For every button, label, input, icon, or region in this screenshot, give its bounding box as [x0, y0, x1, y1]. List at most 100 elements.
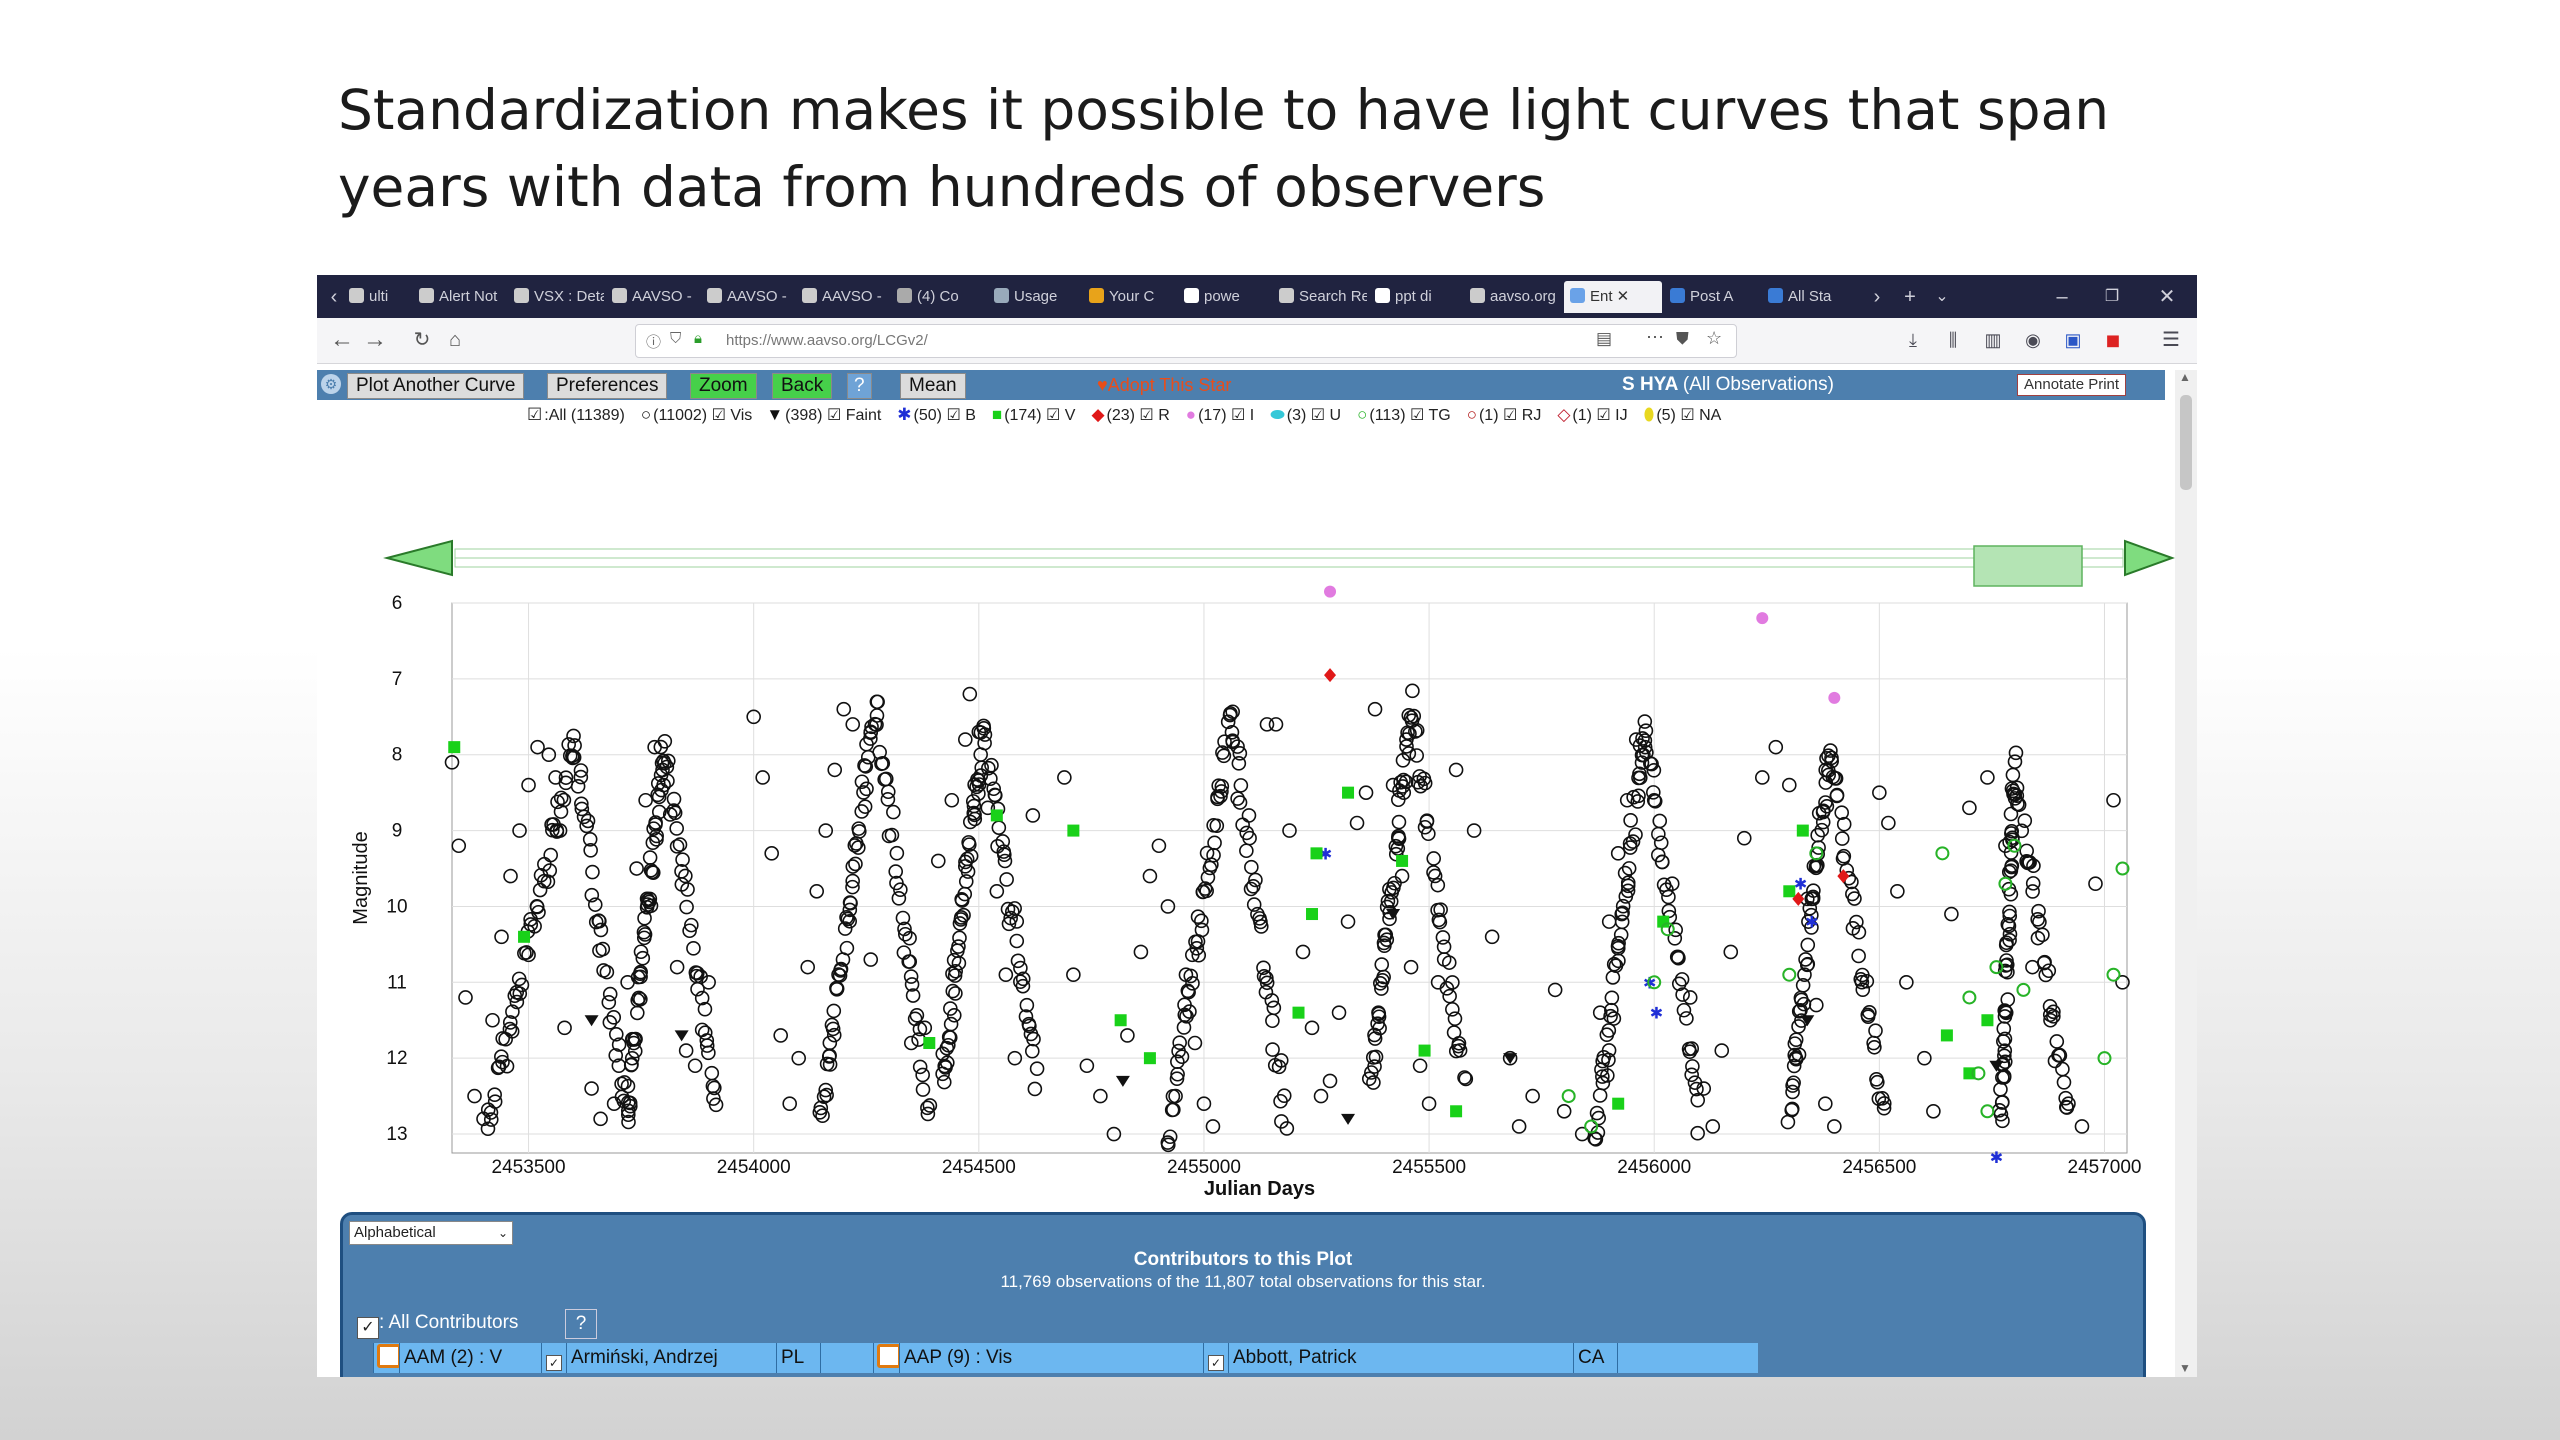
tab-7[interactable]: Usage	[988, 281, 1081, 313]
legend-item[interactable]: ○ (11002) ☑ Vis	[641, 405, 754, 424]
scrollbar-thumb[interactable]	[2180, 395, 2192, 490]
reload-icon[interactable]: ↻	[413, 329, 431, 351]
mean-button[interactable]: Mean	[900, 373, 966, 399]
new-tab-icon[interactable]: +	[1904, 286, 1916, 308]
legend-item[interactable]: ◆ (23) ☑ R	[1091, 405, 1171, 424]
tab-14[interactable]: Post A	[1664, 281, 1760, 313]
vis-point	[1610, 846, 1626, 861]
vis-point	[1588, 1131, 1604, 1147]
contributor-checkbox-icon[interactable]	[877, 1344, 901, 1368]
all-contributors-toggle[interactable]: ✓: All Contributors	[357, 1309, 518, 1339]
vis-point	[642, 891, 658, 907]
tab-2[interactable]: VSX : Deta	[508, 281, 604, 313]
tab-13[interactable]: Ent ✕	[1564, 281, 1662, 313]
vis-point	[1603, 1008, 1618, 1024]
bookmark-star-icon[interactable]: ☆	[1706, 328, 1723, 348]
adopt-star-link[interactable]: ♥Adopt This Star	[1097, 373, 1231, 397]
vertical-scrollbar[interactable]: ▲ ▼	[2175, 370, 2197, 1377]
home-icon[interactable]: ⌂	[448, 329, 462, 351]
legend-item[interactable]: ◇ (1) ☑ IJ	[1557, 405, 1629, 424]
check-icon[interactable]: ✓	[1208, 1355, 1224, 1371]
tab-scroll-left-icon[interactable]: ‹	[330, 286, 338, 308]
download-icon[interactable]: ⤓	[1909, 330, 1917, 350]
tab-6[interactable]: (4) Co	[891, 281, 986, 313]
page-actions-icon[interactable]: ⋯	[1646, 327, 1664, 347]
tab-scroll-right-icon[interactable]: ›	[1873, 286, 1881, 308]
legend-item[interactable]: ☑:All (11389)	[527, 405, 627, 424]
legend-item[interactable]: ■ (174) ☑ V	[992, 405, 1078, 424]
extension-z-icon[interactable]: ◼	[2105, 330, 2121, 350]
tab-label: AAVSO -	[727, 288, 787, 305]
restore-icon[interactable]: ❐	[2104, 288, 2120, 305]
vis-point	[620, 1078, 636, 1094]
settings-gear-icon[interactable]: ⚙	[321, 374, 341, 394]
tab-3[interactable]: AAVSO -	[606, 281, 699, 313]
forward-icon[interactable]: →	[363, 326, 387, 353]
account-icon[interactable]: ◉	[2025, 330, 2041, 350]
all-contributors-checkbox[interactable]: ✓	[357, 1317, 379, 1339]
close-window-icon[interactable]: ✕	[2158, 286, 2176, 308]
shield-icon[interactable]: ⛉	[670, 330, 682, 347]
minimize-icon[interactable]: –	[2056, 286, 2068, 308]
back-button[interactable]: Back	[772, 373, 833, 399]
contributor-toggle[interactable]	[873, 1343, 901, 1373]
legend-item[interactable]: ▼ (398) ☑ Faint	[766, 405, 883, 424]
library-icon[interactable]: ⫼	[1948, 330, 1958, 350]
url-text[interactable]: https://www.aavso.org/LCGv2/	[726, 332, 928, 349]
legend-item[interactable]: ○ (1) ☑ RJ	[1467, 405, 1544, 424]
legend-item[interactable]: ✱ (50) ☑ B	[897, 405, 978, 424]
scroll-down-icon[interactable]: ▼	[2179, 1361, 2191, 1375]
tab-5[interactable]: AAVSO -	[796, 281, 889, 313]
annotate-print-button[interactable]: Annotate Print	[2017, 374, 2127, 396]
sidebar-icon[interactable]: ▥	[1984, 330, 2002, 350]
tab-label: Post A	[1690, 288, 1734, 305]
contributors-help-button[interactable]: ?	[565, 1309, 597, 1339]
info-icon[interactable]: ⓘ	[646, 334, 662, 351]
zoom-window-handle[interactable]	[1973, 545, 2083, 587]
tab-0[interactable]: ulti	[343, 281, 411, 313]
legend-item[interactable]: ⬬ (3) ☑ U	[1270, 405, 1343, 424]
vis-point	[1799, 957, 1815, 973]
help-button[interactable]: ?	[847, 373, 872, 399]
tab-1[interactable]: Alert Not	[413, 281, 506, 313]
vis-point	[1999, 935, 2014, 951]
vis-point	[1441, 955, 1457, 970]
zoom-left-arrow-icon[interactable]	[383, 539, 453, 577]
contributor-checkbox-icon[interactable]	[377, 1344, 401, 1368]
tab-11[interactable]: ppt di	[1369, 281, 1462, 313]
legend-item[interactable]: ○ (113) ☑ TG	[1357, 405, 1453, 424]
vis-point	[962, 686, 978, 702]
tab-10[interactable]: Search Re	[1273, 281, 1367, 313]
extension-n-icon[interactable]: ▣	[2064, 330, 2082, 350]
plot-area[interactable]: 2453500 2454000 2454500 2455000 2455500 24560…	[350, 585, 2141, 1200]
legend-item[interactable]: ● (17) ☑ I	[1186, 405, 1256, 424]
close-tab-icon[interactable]: ✕	[1612, 288, 1630, 305]
contributor-select[interactable]: ✓	[541, 1343, 566, 1373]
sort-select[interactable]: Alphabetical ⌄	[349, 1221, 513, 1245]
vis-point	[2030, 912, 2046, 927]
preferences-button[interactable]: Preferences	[547, 373, 668, 399]
pocket-icon[interactable]: ⛊	[1676, 329, 1689, 348]
tab-label: ulti	[369, 288, 389, 305]
tab-9[interactable]: powe	[1178, 281, 1271, 313]
light-curve-plot[interactable]: 2453500 2454000 2454500 2455000 2455500 24560…	[317, 423, 2175, 1213]
scroll-up-icon[interactable]: ▲	[2179, 370, 2191, 384]
tab-list-chevron-icon[interactable]: ⌄	[1935, 288, 1949, 305]
reader-view-icon[interactable]: ▤	[1596, 329, 1613, 348]
vis-point	[875, 756, 891, 771]
contributor-toggle[interactable]	[373, 1343, 401, 1373]
tab-15[interactable]: All Sta	[1762, 281, 1858, 313]
zoom-right-arrow-icon[interactable]	[2124, 539, 2175, 577]
legend-item[interactable]: ⬮ (5) ☑ NA	[1644, 405, 1724, 424]
contributor-select[interactable]: ✓	[1203, 1343, 1228, 1373]
check-icon[interactable]: ✓	[546, 1355, 562, 1371]
tab-12[interactable]: aavso.org	[1464, 281, 1562, 313]
plot-another-curve-button[interactable]: Plot Another Curve	[347, 373, 525, 399]
menu-icon[interactable]: ☰	[2162, 329, 2180, 351]
back-icon[interactable]: ←	[330, 326, 354, 353]
vis-point	[1271, 1059, 1287, 1075]
tab-8[interactable]: Your C	[1083, 281, 1176, 313]
zoom-button[interactable]: Zoom	[690, 373, 757, 399]
tab-4[interactable]: AAVSO -	[701, 281, 794, 313]
url-bar[interactable]: ⓘ ⛉ 🔒︎ https://www.aavso.org/LCGv2/ ▤ ⋯ …	[635, 324, 1737, 358]
